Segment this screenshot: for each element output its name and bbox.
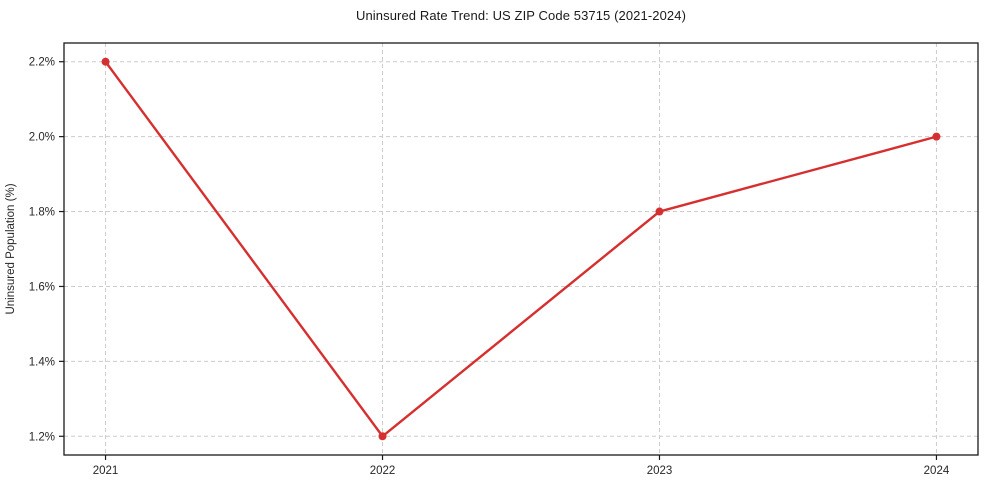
y-axis-label: Uninsured Population (%)	[5, 183, 17, 314]
x-tick-label: 2021	[93, 465, 119, 477]
y-tick-label: 1.6%	[29, 281, 55, 293]
y-tick-label: 1.4%	[29, 356, 55, 368]
plot-frame	[63, 42, 979, 456]
plot-generated: 1.2% 1.4% 1.6% 1.8% 2.0% 2.2% 2021 2022 2023 2024	[29, 42, 979, 477]
data-point-marker	[378, 432, 387, 441]
x-tick-label: 2023	[647, 465, 673, 477]
x-tick-label: 2022	[370, 465, 396, 477]
data-point-marker	[932, 132, 941, 141]
data-point-marker	[655, 207, 664, 216]
x-tick-label: 2024	[924, 465, 950, 477]
y-tick-label: 1.2%	[29, 431, 55, 443]
chart-title: Uninsured Rate Trend: US ZIP Code 53715 …	[355, 8, 687, 23]
y-tick-label: 2.2%	[29, 57, 55, 69]
data-point-marker	[101, 57, 110, 66]
y-tick-label: 2.0%	[29, 132, 55, 144]
y-tick-label: 1.8%	[29, 207, 55, 219]
trend-line	[104, 60, 938, 438]
